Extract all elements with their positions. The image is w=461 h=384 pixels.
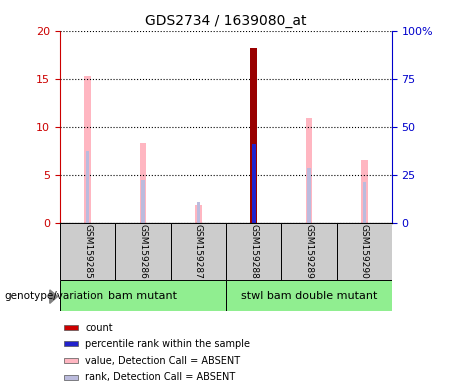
Text: GSM159289: GSM159289 [304, 224, 313, 279]
Bar [86, 151, 89, 223]
Bar [115, 223, 171, 280]
Bar [140, 143, 146, 223]
Text: count: count [85, 323, 113, 333]
Bar [60, 280, 226, 311]
Polygon shape [50, 290, 58, 303]
Text: GSM159288: GSM159288 [249, 224, 258, 279]
Text: percentile rank within the sample: percentile rank within the sample [85, 339, 250, 349]
Bar [60, 223, 115, 280]
Bar [250, 118, 257, 223]
Bar [226, 223, 281, 280]
Bar [252, 144, 255, 223]
Bar [226, 280, 392, 311]
Text: genotype/variation: genotype/variation [5, 291, 104, 301]
Bar [64, 358, 77, 363]
Text: rank, Detection Call = ABSENT: rank, Detection Call = ABSENT [85, 372, 236, 382]
Bar [84, 76, 91, 223]
Bar [252, 144, 255, 223]
Bar [281, 223, 337, 280]
Bar [361, 161, 367, 223]
Text: GSM159286: GSM159286 [138, 224, 148, 279]
Bar [141, 180, 145, 223]
Bar [64, 325, 77, 330]
Bar [362, 182, 366, 223]
Bar [195, 205, 201, 223]
Text: stwl bam double mutant: stwl bam double mutant [241, 291, 377, 301]
Bar [252, 148, 255, 223]
Bar [64, 341, 77, 346]
Bar [64, 375, 77, 380]
Text: value, Detection Call = ABSENT: value, Detection Call = ABSENT [85, 356, 241, 366]
Bar [250, 48, 257, 223]
Bar [337, 223, 392, 280]
Text: GSM159285: GSM159285 [83, 224, 92, 279]
Text: GSM159287: GSM159287 [194, 224, 203, 279]
Bar [307, 168, 311, 223]
Bar [306, 118, 312, 223]
Text: GSM159290: GSM159290 [360, 224, 369, 279]
Text: bam mutant: bam mutant [108, 291, 177, 301]
Title: GDS2734 / 1639080_at: GDS2734 / 1639080_at [145, 14, 307, 28]
Bar [171, 223, 226, 280]
Bar [196, 202, 200, 223]
